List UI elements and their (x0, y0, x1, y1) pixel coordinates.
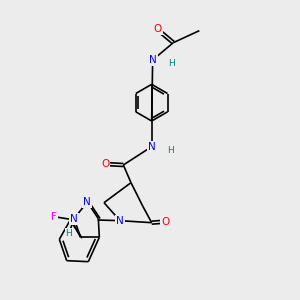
Text: N: N (70, 214, 78, 224)
Text: O: O (101, 159, 109, 169)
Text: O: O (153, 24, 161, 34)
Text: N: N (148, 142, 155, 152)
Text: H: H (168, 59, 175, 68)
Text: H: H (66, 229, 72, 238)
Text: F: F (51, 212, 57, 222)
Text: O: O (161, 217, 169, 227)
Text: N: N (149, 55, 157, 65)
Text: H: H (167, 146, 174, 155)
Text: N: N (116, 216, 124, 226)
Text: N: N (83, 197, 91, 207)
